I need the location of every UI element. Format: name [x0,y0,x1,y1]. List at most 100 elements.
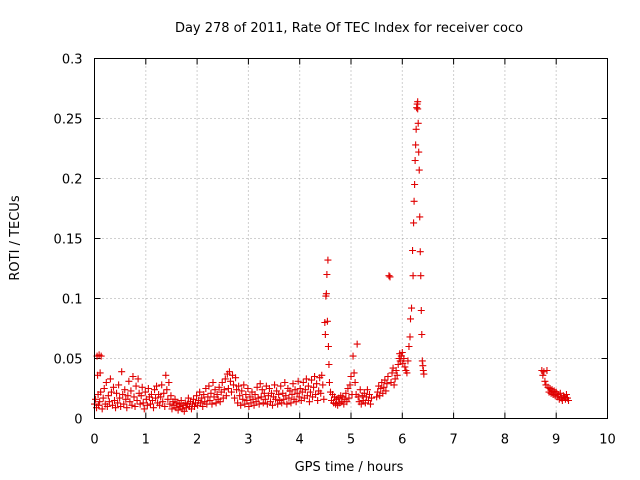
data-point [310,383,318,391]
data-point [410,219,418,227]
data-point [116,394,124,402]
data-point [393,371,401,379]
data-point [126,398,134,406]
data-point [174,406,182,414]
x-tick-label: 7 [449,433,457,448]
x-tick-label: 2 [193,433,201,448]
data-point [168,405,176,413]
data-point [384,373,392,380]
data-point [137,392,145,400]
data-point [123,404,131,412]
data-point [133,397,141,404]
data-point [324,256,332,264]
data-point [288,391,296,398]
data-point [269,401,277,409]
x-axis-label: GPS time / hours [295,460,404,475]
chart-title: Day 278 of 2011, Rate Of TEC Index for r… [175,21,523,36]
data-point [197,399,205,407]
data-point [232,374,240,382]
data-point [558,397,566,404]
data-point [285,394,293,402]
data-point [235,382,243,390]
data-point [222,392,230,400]
data-point [256,380,264,388]
data-point [253,383,261,391]
data-point [398,349,406,356]
data-point [107,388,115,396]
data-point [242,391,250,398]
data-point [254,394,262,402]
data-point [193,392,201,400]
data-point [391,375,399,383]
data-point [401,363,409,371]
data-point [294,377,302,385]
data-point [139,399,147,407]
y-tick-label: 0.15 [54,233,83,248]
data-point [159,398,167,406]
data-point [291,386,299,394]
data-point [562,391,570,398]
data-point [105,398,113,406]
y-tick-label: 0.3 [62,53,83,68]
data-point [216,398,224,406]
data-point [141,388,149,396]
data-point [118,368,126,376]
data-point [165,379,173,386]
data-point [233,386,241,394]
data-point [157,393,165,401]
data-point [146,400,154,408]
data-point [314,397,322,404]
data-point [162,371,170,379]
y-axis-label: ROTI / TECUs [8,195,23,280]
data-point [243,397,251,404]
data-point [414,105,422,113]
data-point [296,385,304,392]
data-point [224,385,232,392]
x-tick-label: 9 [552,433,560,448]
y-tick-label: 0.1 [62,293,83,308]
data-point [230,381,238,389]
data-point [363,386,371,394]
data-point [204,393,212,401]
data-point [260,389,268,397]
data-point [184,394,192,402]
data-point [158,381,166,389]
data-point [344,385,352,392]
data-point [208,400,216,408]
data-point [410,197,418,205]
data-point [346,381,354,389]
data-point [199,403,207,410]
data-point [182,404,190,412]
data-point [325,361,333,368]
data-point [257,393,265,401]
data-point [240,381,248,389]
data-point [380,383,388,391]
x-tick-label: 8 [501,433,509,448]
data-point [351,379,359,386]
data-point [272,395,280,403]
data-point [320,395,328,403]
data-point [130,393,138,401]
data-point [177,397,185,404]
data-point [131,403,139,410]
data-point [307,376,315,384]
data-point [343,398,351,406]
data-point [412,125,420,133]
data-point [559,392,567,400]
data-point [289,380,297,388]
data-point [412,141,420,149]
y-tick-label: 0.25 [54,113,83,128]
data-point [151,386,159,394]
data-point [345,394,353,402]
data-point [128,401,136,409]
data-point [129,373,137,380]
data-point [96,369,104,377]
data-point [286,387,294,395]
data-point [281,379,289,386]
data-point [405,343,413,350]
data-point [143,401,151,409]
data-point [239,395,247,403]
data-point [212,399,220,407]
data-point [244,385,252,392]
data-point [211,386,219,394]
